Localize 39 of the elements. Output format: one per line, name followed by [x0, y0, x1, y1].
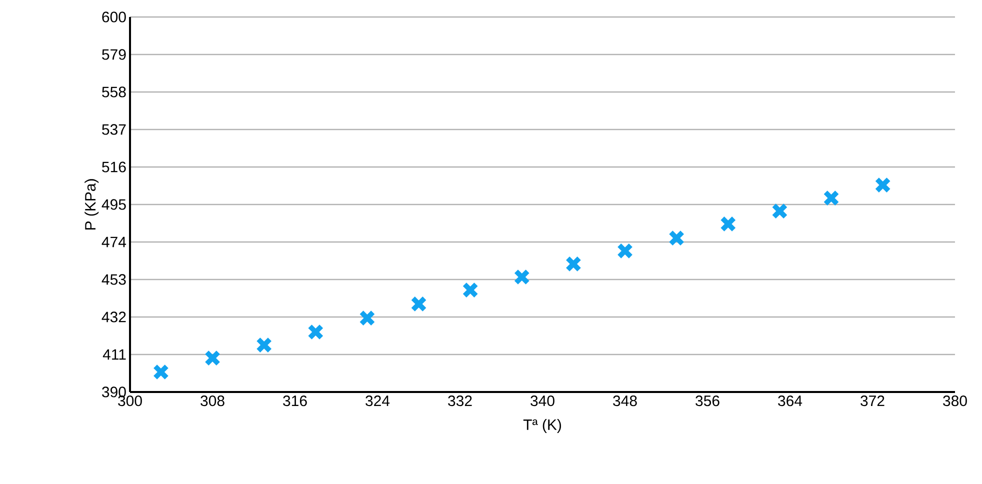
point	[410, 296, 427, 312]
y-axis-title: P (KPa)	[84, 179, 99, 230]
point	[256, 336, 272, 354]
point	[462, 282, 478, 298]
y-tick-label: 495	[102, 199, 126, 210]
y-tick-label: 600	[102, 12, 126, 22]
y-tick-label: 453	[102, 274, 126, 285]
x-tick-label: 348	[613, 396, 637, 406]
x-tick-label: 380	[943, 396, 967, 406]
point	[307, 324, 324, 340]
x-tick-label: 324	[366, 396, 390, 406]
x-tick-label: 332	[448, 396, 472, 406]
y-tick-label: 411	[102, 349, 126, 360]
y-tick-label: 474	[102, 236, 126, 248]
y-tick-label: 390	[102, 386, 126, 398]
point	[616, 242, 634, 260]
point	[359, 310, 376, 326]
point	[772, 202, 788, 220]
point	[874, 176, 891, 194]
y-tick-label: 579	[102, 49, 126, 60]
y-tick-label: 432	[102, 312, 126, 322]
x-tick-label: 356	[696, 396, 720, 406]
x-tick-label: 340	[530, 396, 554, 406]
x-tick-label: 372	[860, 396, 884, 406]
point	[514, 268, 530, 286]
point	[152, 364, 170, 380]
x-tick-label: 364	[778, 396, 802, 406]
point	[204, 350, 221, 366]
y-tick-label: 516	[102, 162, 126, 172]
x-axis-title: Tª (K)	[523, 419, 561, 433]
x-tick-label: 300	[118, 396, 142, 406]
point	[720, 216, 736, 232]
x-tick-label: 316	[283, 396, 307, 406]
point	[823, 190, 840, 206]
point	[565, 256, 582, 272]
x-tick-label: 308	[200, 396, 224, 406]
y-tick-label: 558	[102, 86, 126, 98]
y-tick-label: 537	[102, 124, 126, 135]
point	[668, 230, 685, 246]
